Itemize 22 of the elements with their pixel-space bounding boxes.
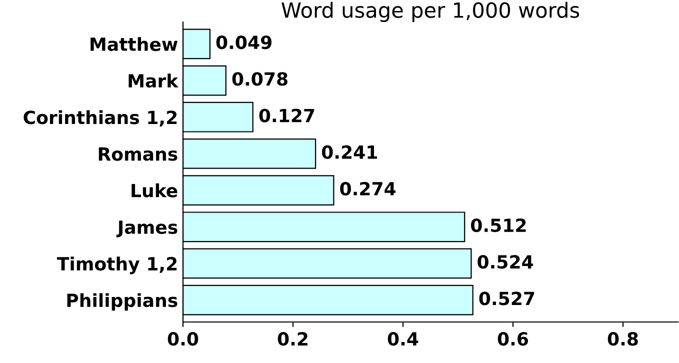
chart-title: Word usage per 1,000 words — [282, 2, 580, 22]
x-tick-label: 0.8 — [608, 332, 638, 346]
data-label: 0.512 — [471, 218, 526, 232]
data-label: 0.078 — [232, 72, 288, 86]
y-tick-label: Romans — [98, 147, 178, 161]
data-label: 0.274 — [340, 182, 396, 196]
y-tick-label: Mark — [128, 74, 178, 88]
x-tick-label: 0.0 — [168, 332, 198, 346]
data-label: 0.524 — [478, 255, 534, 269]
data-label: 0.241 — [322, 145, 377, 159]
x-tick-label: 0.2 — [278, 332, 308, 346]
y-tick-label: Corinthians 1,2 — [24, 110, 177, 127]
x-tick-label: 0.4 — [388, 332, 418, 346]
y-tick-label: Luke — [132, 183, 178, 198]
y-tick-label: Philippians — [67, 293, 178, 311]
data-label: 0.527 — [479, 292, 534, 306]
y-tick-label: Timothy 1,2 — [56, 256, 177, 274]
x-tick-label: 0.6 — [498, 332, 528, 346]
data-label: 0.049 — [216, 36, 272, 50]
y-tick-label: James — [116, 220, 178, 238]
y-tick-label: Matthew — [90, 37, 178, 52]
data-label: 0.127 — [259, 108, 314, 122]
